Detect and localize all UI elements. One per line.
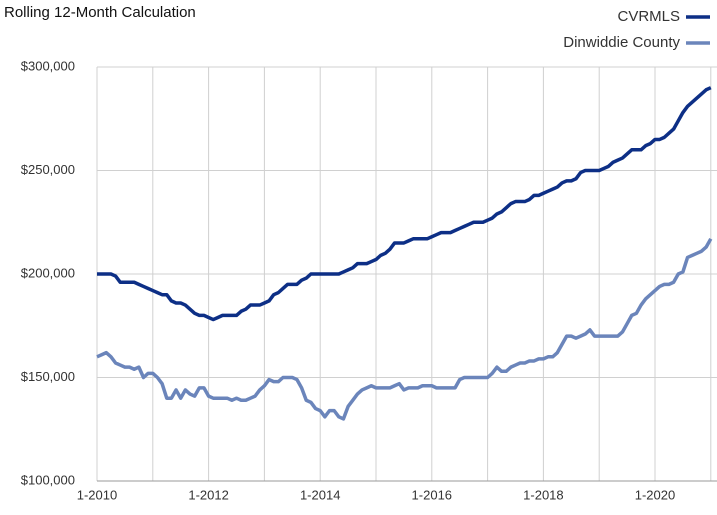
chart-title: Rolling 12-Month Calculation <box>4 4 196 21</box>
legend-label: CVRMLS <box>617 8 680 25</box>
y-tick-label: $100,000 <box>21 472 75 487</box>
series-line <box>97 86 712 322</box>
y-tick-label: $200,000 <box>21 265 75 280</box>
x-tick-label: 1-2010 <box>77 487 117 502</box>
x-tick-label: 1-2012 <box>188 487 228 502</box>
x-tick-label: 1-2014 <box>300 487 340 502</box>
x-tick-label: 1-2016 <box>412 487 452 502</box>
series-line <box>96 237 713 421</box>
x-tick-label: 1-2018 <box>523 487 563 502</box>
y-tick-label: $150,000 <box>21 369 75 384</box>
legend-label: Dinwiddie County <box>563 34 680 51</box>
x-tick-label: 1-2020 <box>635 487 675 502</box>
y-tick-label: $300,000 <box>21 58 75 73</box>
y-tick-label: $250,000 <box>21 162 75 177</box>
